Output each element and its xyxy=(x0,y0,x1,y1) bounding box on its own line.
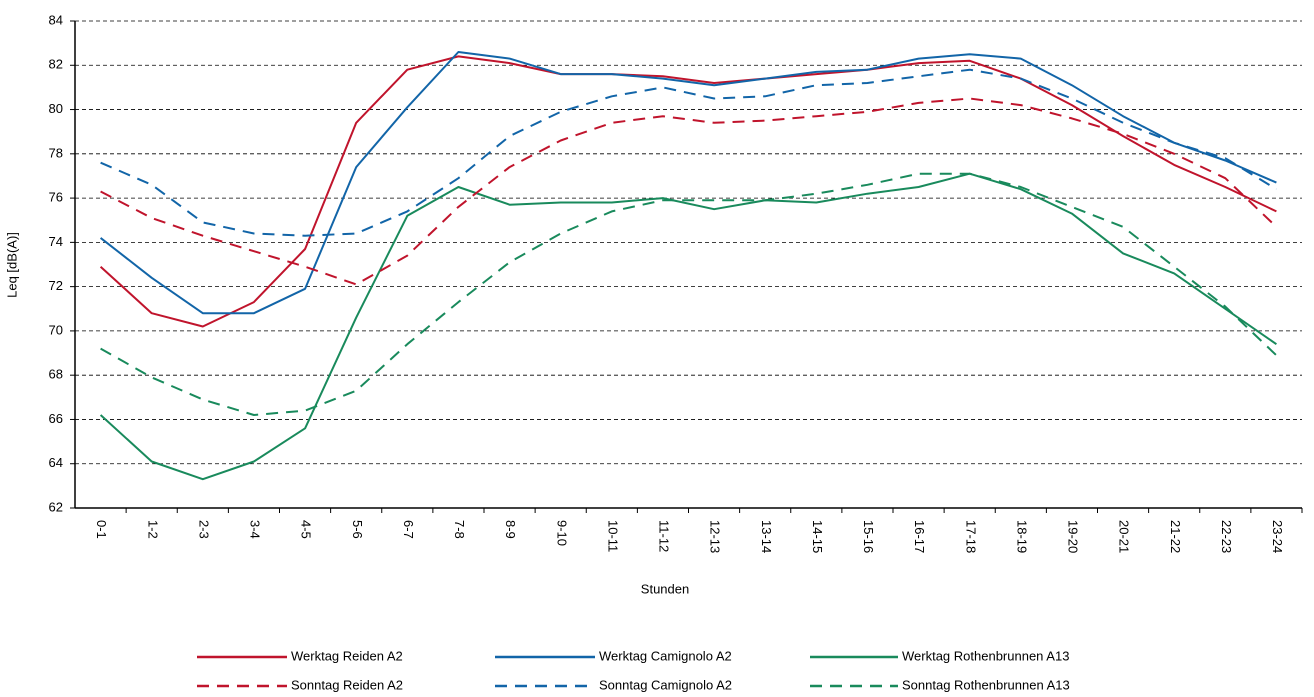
x-tick-label: 22-23 xyxy=(1219,520,1234,553)
y-tick-label: 78 xyxy=(49,145,63,160)
x-tick-label: 1-2 xyxy=(145,520,160,539)
x-tick-label: 12-13 xyxy=(708,520,723,553)
x-tick-label: 20-21 xyxy=(1117,520,1132,553)
y-tick-label: 84 xyxy=(49,12,63,27)
x-axis-title: Stunden xyxy=(641,581,689,596)
y-tick-label: 76 xyxy=(49,190,63,205)
legend-label: Werktag Rothenbrunnen A13 xyxy=(902,648,1069,663)
y-tick-label: 68 xyxy=(49,367,63,382)
legend-label: Werktag Reiden A2 xyxy=(291,648,403,663)
x-tick-label: 15-16 xyxy=(861,520,876,553)
x-tick-label: 16-17 xyxy=(912,520,927,553)
series-line xyxy=(99,51,1277,315)
series-line xyxy=(100,97,1278,286)
series-line xyxy=(100,68,1277,237)
x-tick-label: 13-14 xyxy=(759,520,774,553)
legend-label: Sonntag Reiden A2 xyxy=(291,677,403,692)
x-tick-label: 19-20 xyxy=(1066,520,1081,553)
x-tick-label: 18-19 xyxy=(1014,520,1029,553)
x-tick-label: 10-11 xyxy=(605,520,620,552)
y-tick-label: 64 xyxy=(49,455,63,470)
x-tick-label: 11-12 xyxy=(657,520,672,552)
x-tick-label: 4-5 xyxy=(299,520,314,539)
y-tick-label: 66 xyxy=(49,411,63,426)
legend-label: Sonntag Rothenbrunnen A13 xyxy=(902,677,1070,692)
x-tick-label: 14-15 xyxy=(810,520,825,553)
legend-label: Werktag Camignolo A2 xyxy=(599,648,732,663)
x-tick-label: 23-24 xyxy=(1270,520,1285,553)
y-tick-label: 82 xyxy=(49,57,63,72)
x-tick-label: 21-22 xyxy=(1168,520,1183,553)
y-tick-label: 62 xyxy=(49,499,63,514)
series-line xyxy=(99,55,1277,328)
x-tick-label: 7-8 xyxy=(452,520,467,539)
y-tick-label: 72 xyxy=(49,278,63,293)
x-tick-label: 9-10 xyxy=(554,520,569,546)
legend-label: Sonntag Camignolo A2 xyxy=(599,677,732,692)
x-tick-label: 3-4 xyxy=(248,520,263,539)
y-tick-label: 74 xyxy=(49,234,63,249)
series-line xyxy=(99,172,1277,481)
x-tick-label: 2-3 xyxy=(196,520,211,539)
x-tick-label: 8-9 xyxy=(503,520,518,539)
x-tick-label: 6-7 xyxy=(401,520,416,539)
series-line xyxy=(100,172,1278,416)
x-tick-label: 17-18 xyxy=(963,520,978,553)
y-axis-title: Leq [dB(A)] xyxy=(4,232,19,298)
x-tick-label: 5-6 xyxy=(350,520,365,539)
y-tick-label: 80 xyxy=(49,101,63,116)
y-tick-label: 70 xyxy=(49,322,63,337)
x-tick-label: 0-1 xyxy=(94,520,109,539)
